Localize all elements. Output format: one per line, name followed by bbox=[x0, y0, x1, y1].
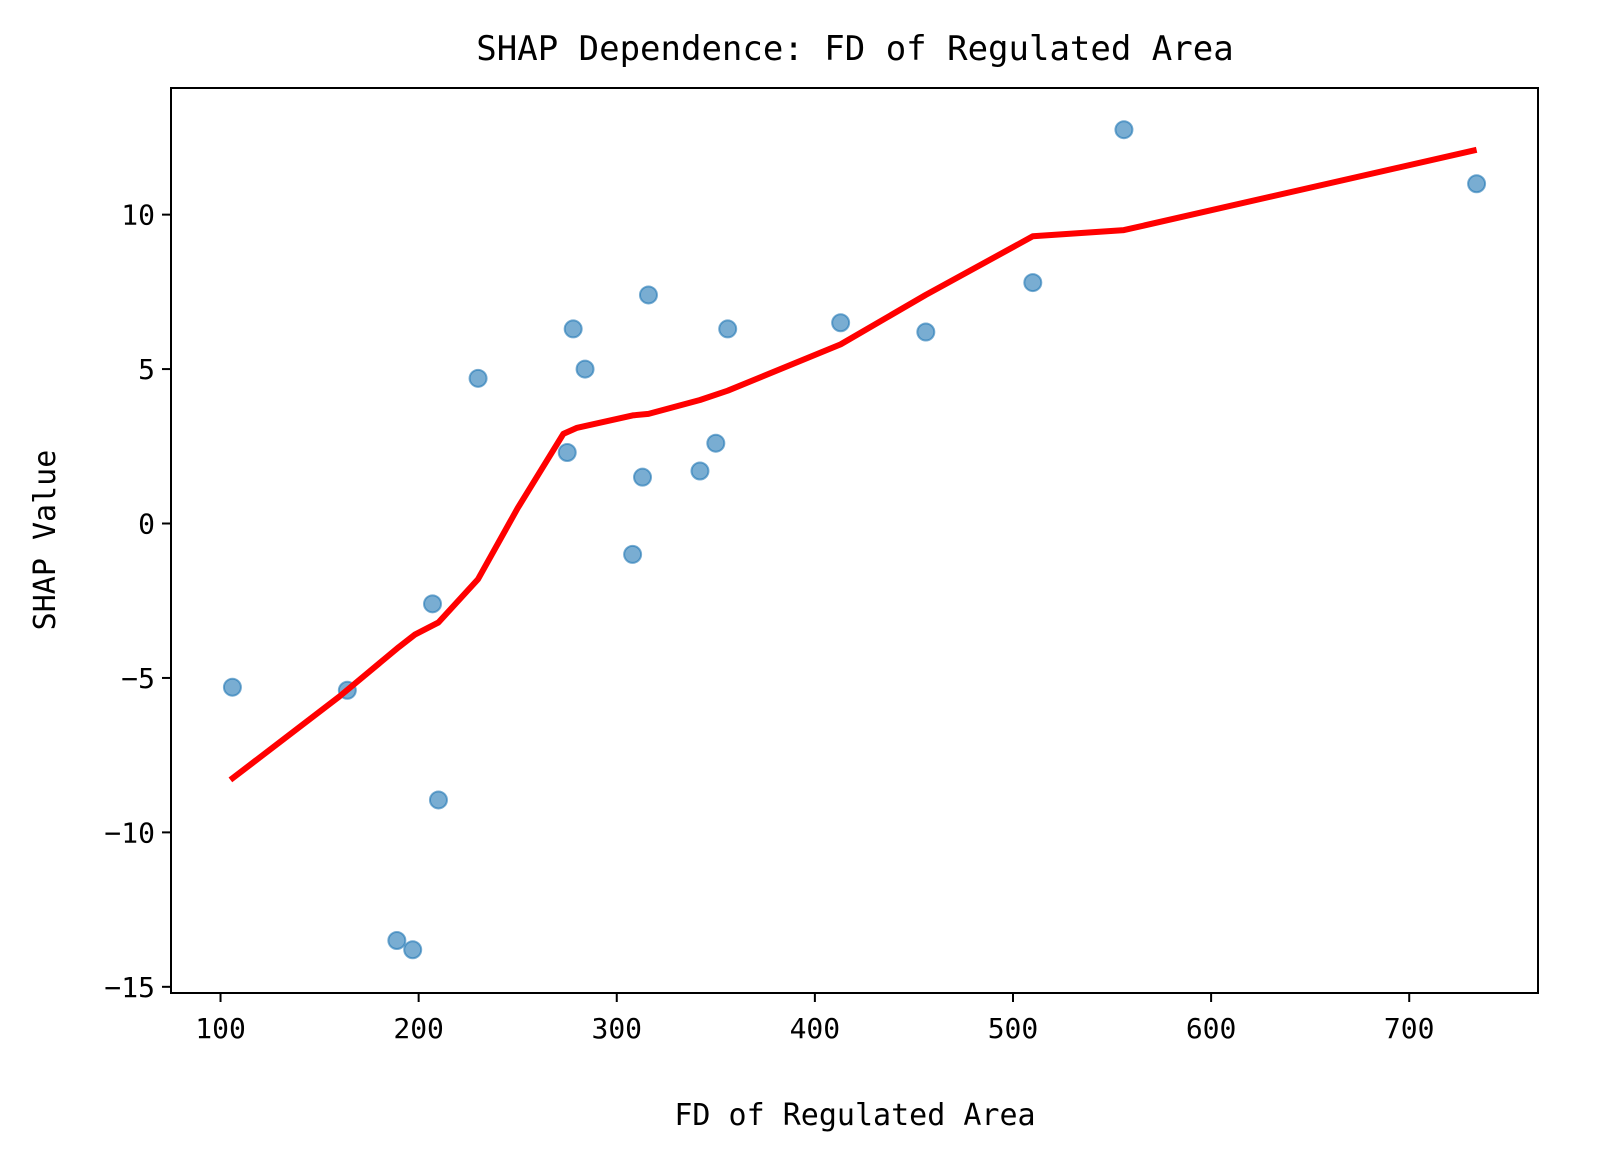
y-tick-label: 5 bbox=[138, 353, 155, 386]
scatter-point bbox=[403, 940, 423, 960]
y-tick-label: 10 bbox=[121, 199, 155, 232]
chart-title: SHAP Dependence: FD of Regulated Area bbox=[476, 29, 1233, 69]
x-tick-label: 600 bbox=[1186, 1012, 1237, 1045]
y-axis-label: SHAP Value bbox=[28, 450, 63, 631]
scatter-point bbox=[638, 285, 658, 305]
scatter-point bbox=[718, 319, 738, 339]
scatter-point bbox=[916, 322, 936, 342]
x-tick-label: 700 bbox=[1384, 1012, 1435, 1045]
y-tick-label: −10 bbox=[104, 816, 155, 849]
x-tick-label: 500 bbox=[988, 1012, 1039, 1045]
scatter-point bbox=[563, 319, 583, 339]
scatter-point bbox=[623, 544, 643, 564]
x-tick-label: 200 bbox=[393, 1012, 444, 1045]
x-tick-label: 400 bbox=[790, 1012, 841, 1045]
x-tick-label: 300 bbox=[591, 1012, 642, 1045]
trend-line bbox=[228, 146, 1478, 783]
y-tick-label: −15 bbox=[104, 971, 155, 1004]
scatter-point bbox=[575, 359, 595, 379]
y-tick-label: 0 bbox=[138, 508, 155, 541]
scatter-point bbox=[690, 461, 710, 481]
scatter-point bbox=[468, 368, 488, 388]
x-tick-label: 100 bbox=[195, 1012, 246, 1045]
scatter-point bbox=[633, 467, 653, 487]
plot-frame bbox=[170, 87, 1539, 994]
scatter-point bbox=[222, 677, 242, 697]
x-axis-label: FD of Regulated Area bbox=[674, 1098, 1035, 1133]
scatter-point bbox=[428, 790, 448, 810]
plot-area: 100 200 300 400 500 600 700 −15 −10 −5 0 5 10 bbox=[104, 87, 1539, 1045]
scatter-point bbox=[423, 594, 443, 614]
y-tick-label: −5 bbox=[121, 662, 155, 695]
scatter-point bbox=[387, 930, 407, 950]
scatter-point bbox=[706, 433, 726, 453]
scatter-point bbox=[831, 313, 851, 333]
scatter-point bbox=[1467, 174, 1487, 194]
scatter-point bbox=[1023, 273, 1043, 293]
scatter-point bbox=[557, 442, 577, 462]
scatter-point bbox=[1114, 120, 1134, 140]
